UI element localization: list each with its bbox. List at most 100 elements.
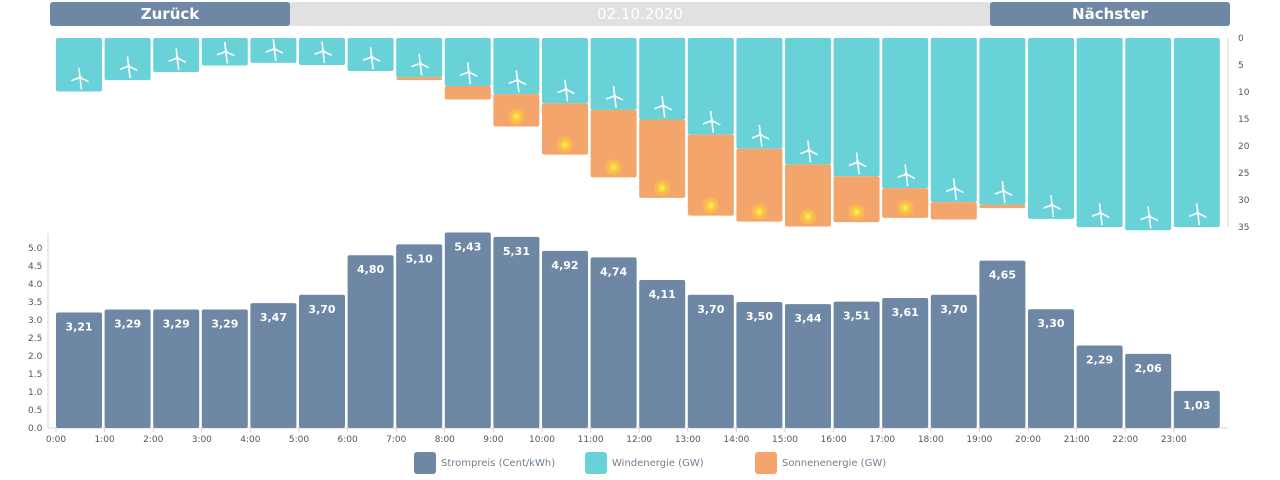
wind-turbine-icon [654, 95, 673, 118]
price-bar [639, 280, 686, 428]
previous-day-button[interactable]: Zurück [50, 2, 290, 26]
price-bar [736, 302, 783, 428]
price-tick-label: 1.0 [28, 388, 43, 398]
time-tick-label: 10:00 [529, 435, 555, 445]
legend-item-solar: Sonnenenergie (GW) [755, 452, 886, 474]
time-tick-label: 17:00 [869, 435, 895, 445]
wind-turbine-icon [71, 67, 89, 90]
legend-swatch-solar [755, 452, 777, 474]
solar-bar [639, 119, 686, 198]
time-tick-label: 0:00 [46, 435, 66, 445]
wind-bar [1076, 38, 1123, 227]
wind-turbine-icon [411, 53, 430, 76]
wind-turbine-icon [945, 178, 964, 201]
time-tick-label: 5:00 [289, 435, 309, 445]
wind-turbine-icon [557, 79, 575, 102]
current-date: 02.10.2020 [597, 5, 683, 23]
price-tick-label: 4.0 [28, 280, 43, 290]
price-data-label: 3,61 [892, 306, 919, 319]
wind-bar [542, 38, 588, 104]
price-data-label: 3,51 [843, 310, 870, 323]
price-bar [153, 309, 200, 428]
price-bar [1173, 390, 1220, 428]
legend-swatch-price [414, 452, 436, 474]
energy-tick-label: 35 [1238, 223, 1249, 233]
legend-swatch-wind [585, 452, 607, 474]
legend-item-price: Strompreis (Cent/kWh) [414, 452, 555, 474]
price-data-label: 4,92 [551, 259, 578, 272]
time-tick-label: 20:00 [1015, 435, 1041, 445]
price-data-label: 4,74 [600, 265, 627, 278]
solar-bar [542, 103, 588, 155]
energy-tick-label: 25 [1238, 169, 1249, 179]
energy-tick-label: 20 [1238, 142, 1250, 152]
price-bar [250, 303, 297, 428]
price-data-label: 3,29 [114, 318, 141, 331]
price-bar [56, 312, 102, 428]
sun-icon [897, 199, 914, 216]
wind-bar [250, 38, 297, 63]
wind-bar [930, 38, 977, 203]
wind-bar [882, 38, 929, 189]
price-data-label: 3,30 [1037, 317, 1064, 330]
wind-bar [444, 38, 491, 87]
time-tick-label: 7:00 [386, 435, 406, 445]
time-tick-label: 13:00 [675, 435, 701, 445]
price-bar [833, 301, 880, 428]
price-tick-label: 4.5 [28, 262, 42, 272]
price-data-label: 3,29 [163, 318, 190, 331]
price-tick-label: 1.5 [28, 370, 42, 380]
price-bar [201, 309, 248, 428]
price-bar [882, 298, 929, 428]
solar-bar [736, 148, 783, 222]
wind-turbine-icon [314, 41, 332, 64]
price-data-label: 4,65 [989, 269, 1016, 282]
wind-bar [493, 38, 540, 95]
time-tick-label: 14:00 [723, 435, 749, 445]
wind-turbine-icon [508, 70, 527, 93]
price-bar [979, 260, 1026, 428]
energy-tick-label: 30 [1238, 196, 1250, 206]
wind-bar [56, 38, 102, 92]
price-bar [299, 294, 345, 428]
next-day-button[interactable]: Nächster [990, 2, 1230, 26]
price-data-label: 3,47 [260, 311, 287, 324]
legend-item-wind: Windenergie (GW) [585, 452, 704, 474]
price-data-label: 2,29 [1086, 354, 1113, 367]
time-tick-label: 8:00 [435, 435, 455, 445]
time-tick-label: 18:00 [918, 435, 944, 445]
price-data-label: 5,10 [406, 252, 433, 265]
wind-bar [590, 38, 637, 110]
energy-tick-label: 10 [1238, 88, 1250, 98]
sun-icon [751, 203, 768, 220]
wind-turbine-icon [994, 181, 1013, 203]
price-data-label: 5,43 [454, 241, 481, 254]
price-data-label: 4,80 [357, 263, 384, 276]
wind-bar [785, 38, 831, 165]
price-bar [104, 309, 151, 428]
time-tick-label: 16:00 [821, 435, 847, 445]
wind-turbine-icon [897, 164, 916, 187]
price-bar [347, 255, 394, 428]
sun-icon [557, 136, 573, 153]
solar-bar [930, 202, 977, 220]
energy-tick-label: 5 [1238, 61, 1244, 71]
price-tick-label: 3.0 [28, 316, 43, 326]
wind-turbine-icon [1140, 206, 1158, 229]
price-data-label: 3,29 [211, 318, 238, 331]
wind-turbine-icon [119, 56, 138, 79]
wind-turbine-icon [1043, 195, 1061, 217]
energy-tick-label: 0 [1238, 34, 1244, 44]
sun-icon [508, 108, 525, 125]
solar-bar [444, 86, 491, 100]
sun-icon [605, 159, 622, 176]
price-data-label: 3,70 [940, 303, 967, 316]
wind-turbine-icon [1091, 203, 1110, 226]
sun-icon [654, 179, 671, 196]
energy-tick-label: 15 [1238, 115, 1249, 125]
price-bar [444, 232, 491, 428]
solar-bar [785, 164, 831, 227]
time-tick-label: 6:00 [337, 435, 357, 445]
legend-label-solar: Sonnenenergie (GW) [782, 457, 887, 469]
price-bar [396, 244, 443, 428]
